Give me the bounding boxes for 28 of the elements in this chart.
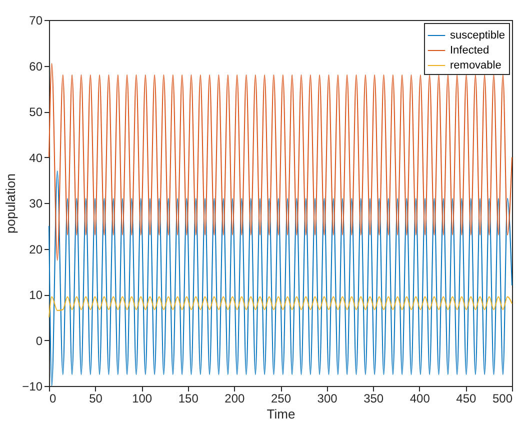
- x-tick-label: 500: [492, 392, 513, 406]
- x-tick-label: 50: [89, 392, 103, 406]
- line-series: [48, 170, 512, 386]
- y-tick-label: 60: [29, 59, 43, 74]
- x-tick-label: 350: [364, 392, 384, 406]
- x-tick-label: 300: [317, 392, 338, 406]
- line-series: [48, 62, 512, 261]
- x-tick-label: 0: [50, 392, 56, 406]
- line-series: [48, 296, 512, 318]
- legend-label: susceptible: [450, 30, 506, 42]
- legend-label: removable: [450, 60, 502, 72]
- y-tick-label: 40: [29, 150, 43, 165]
- y-tick-label: 10: [29, 288, 43, 302]
- y-axis-title: population: [3, 174, 18, 234]
- legend-label: Infected: [450, 44, 490, 56]
- y-tick-label: 20: [29, 242, 43, 256]
- x-tick-label: 100: [132, 392, 152, 406]
- y-tick-label: 30: [29, 196, 43, 210]
- x-tick-label: 200: [224, 392, 246, 406]
- y-tick-label: 50: [29, 105, 43, 119]
- x-tick-label: 150: [178, 392, 199, 406]
- y-tick-label: 70: [29, 14, 43, 28]
- x-tick-label: 250: [270, 392, 292, 406]
- x-tick-label: 400: [410, 392, 430, 406]
- y-tick-label: 0: [36, 334, 43, 348]
- x-tick-label: 450: [456, 392, 477, 406]
- x-axis-title: Time: [266, 406, 296, 422]
- y-tick-label: −10: [22, 380, 43, 394]
